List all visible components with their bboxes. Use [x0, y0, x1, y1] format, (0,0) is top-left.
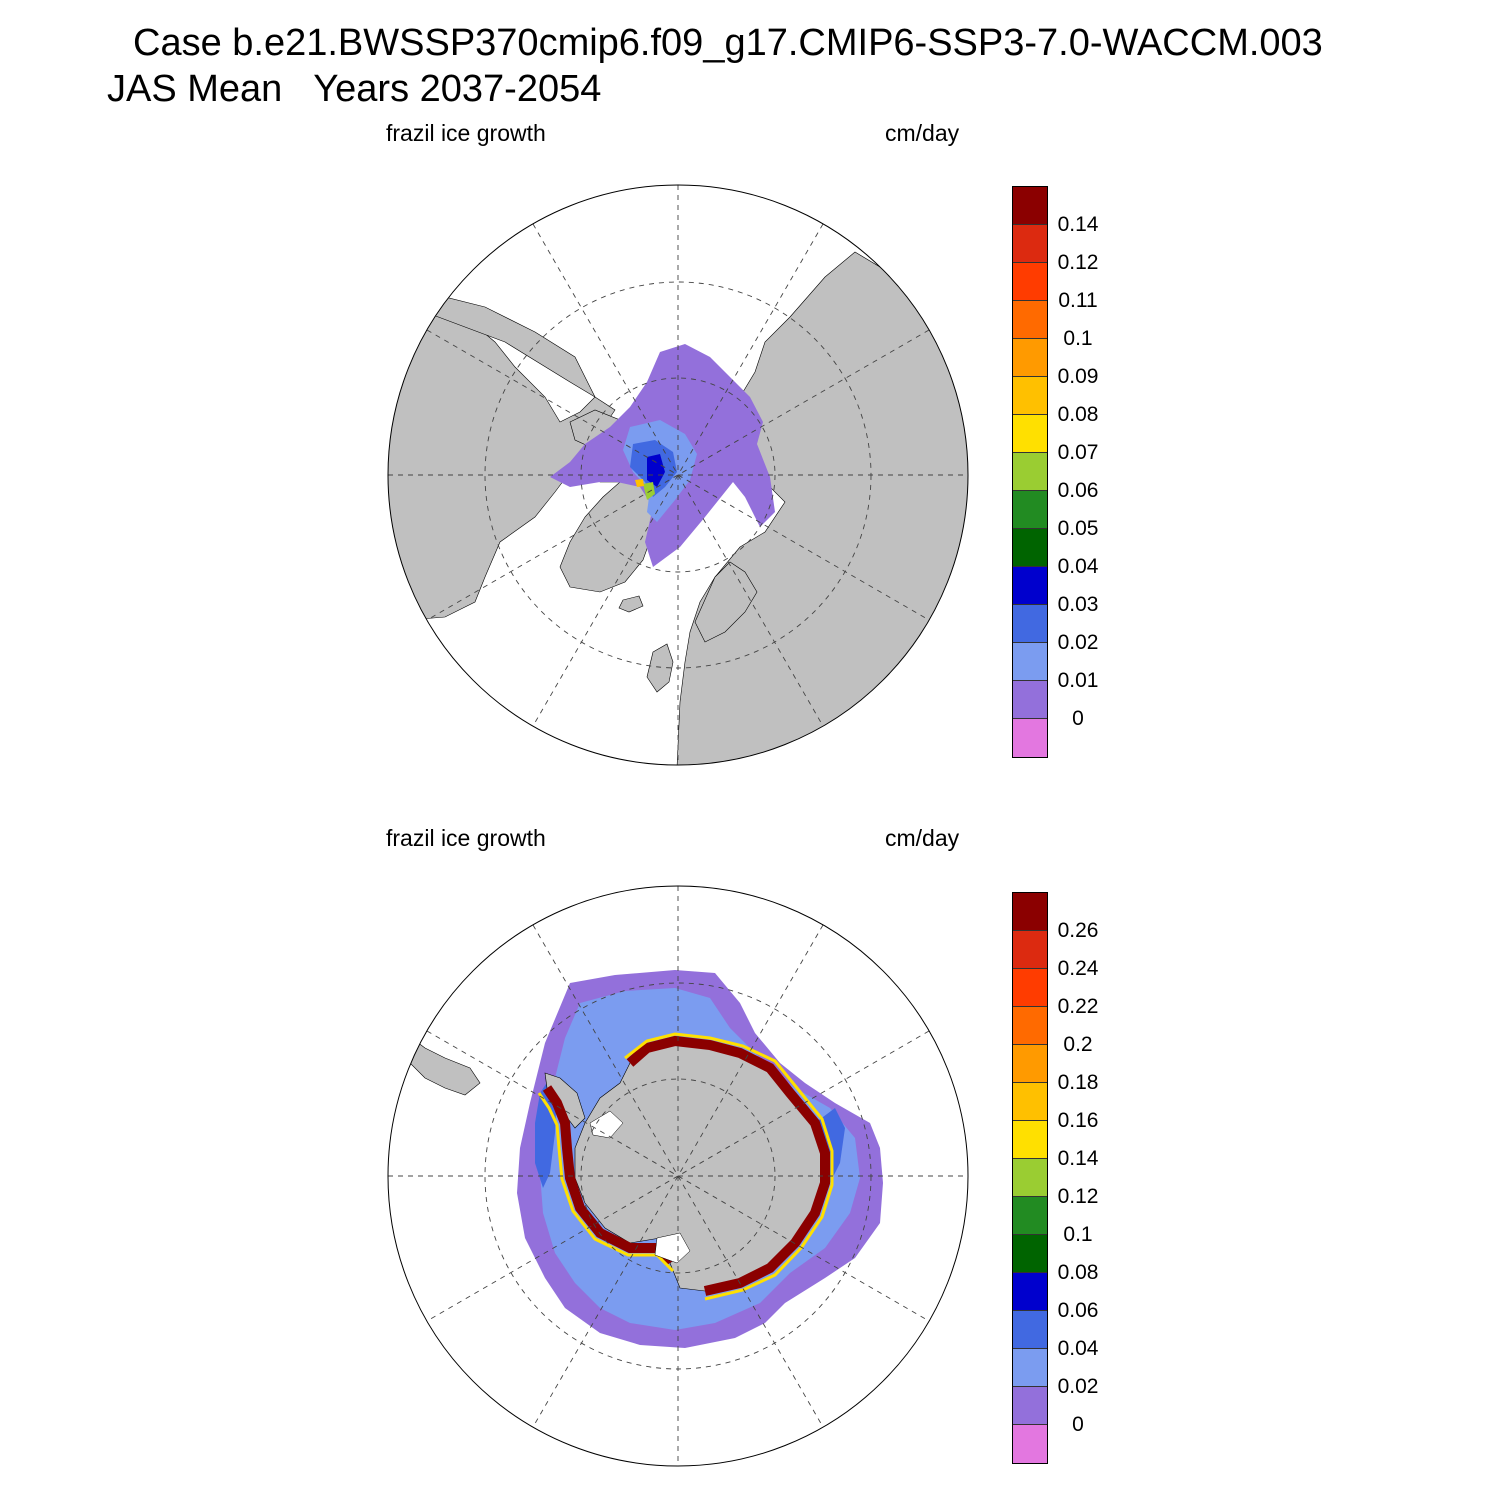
north-colorbar-tick-label: 0.01 [1057, 669, 1099, 692]
south-ice-coastal-ring-yellow-2 [537, 1092, 675, 1273]
south-colorbar-swatch [1013, 1045, 1047, 1083]
south-colorbar-tick-label: 0.08 [1057, 1261, 1099, 1284]
south-colorbar-swatch [1013, 931, 1047, 969]
north-ice-field-0-07 [643, 482, 655, 500]
north-colorbar-swatch [1013, 681, 1047, 719]
south-colorbar-tick-label: 0.1 [1063, 1223, 1093, 1246]
north-land-alaska [424, 296, 596, 398]
south-colorbar-swatch [1013, 1159, 1047, 1197]
north-colorbar-tick-label: 0.04 [1057, 555, 1099, 578]
north-colorbar-swatch [1013, 491, 1047, 529]
north-ice-field-0-09 [635, 479, 644, 487]
south-colorbar-swatch [1013, 1349, 1047, 1387]
south-colorbar-swatch [1013, 1425, 1047, 1463]
south-colorbar-swatch [1013, 1083, 1047, 1121]
north-colorbar-swatch [1013, 301, 1047, 339]
south-ice-coastal-high-2 [542, 1085, 675, 1266]
south-colorbar-tick-label: 0.2 [1063, 1033, 1093, 1056]
south-colorbar-swatch [1013, 1387, 1047, 1425]
north-colorbar-tick-label: 0.07 [1057, 441, 1099, 464]
south-colorbar-tick-label: 0 [1072, 1413, 1084, 1436]
south-colorbar-swatch [1013, 1007, 1047, 1045]
south-land-south-america [404, 1032, 481, 1096]
south-colorbar-swatch [1013, 1273, 1047, 1311]
north-colorbar-swatch [1013, 263, 1047, 301]
south-colorbar-swatch [1013, 893, 1047, 931]
north-land-iceland [618, 595, 644, 613]
north-colorbar-tick-label: 0.09 [1057, 365, 1099, 388]
north-map-border [387, 184, 969, 766]
north-colorbar-tick-label: 0.08 [1057, 403, 1099, 426]
plot-title-period: JAS Mean Years 2037-2054 [107, 68, 602, 110]
panel-north-units-label: cm/day [885, 120, 960, 146]
north-colorbar-tick-label: 0.11 [1058, 289, 1098, 312]
south-colorbar-swatch [1013, 1197, 1047, 1235]
south-colorbar-tick-label: 0.16 [1057, 1109, 1099, 1132]
north-colorbar-tick-label: 0.03 [1057, 593, 1099, 616]
plot-title-case: Case b.e21.BWSSP370cmip6.f09_g17.CMIP6-S… [133, 22, 1323, 64]
south-colorbar-tick-label: 0.22 [1057, 995, 1099, 1018]
north-colorbar-swatch [1013, 719, 1047, 757]
north-colorbar-tick-label: 0.02 [1057, 631, 1099, 654]
north-polar-map [385, 182, 971, 768]
south-colorbar-tick-label: 0.18 [1057, 1071, 1099, 1094]
south-colorbar-swatch [1013, 1235, 1047, 1273]
north-colorbar-swatch [1013, 567, 1047, 605]
south-colorbar-tick-label: 0.06 [1057, 1299, 1099, 1322]
north-colorbar-tick-label: 0.12 [1057, 251, 1099, 274]
south-colorbar-swatch [1013, 1121, 1047, 1159]
south-polar-map [385, 883, 971, 1469]
south-ice-coastal-ring-yellow [624, 1032, 834, 1301]
south-colorbar-swatch [1013, 969, 1047, 1007]
north-colorbar-swatch [1013, 605, 1047, 643]
north-colorbar-tick-label: 0 [1072, 707, 1084, 730]
south-colorbar-tick-label: 0.24 [1057, 957, 1099, 980]
south-map-border [387, 885, 969, 1467]
panel-south-units-label: cm/day [885, 825, 960, 851]
south-colorbar-tick-label: 0.04 [1057, 1337, 1099, 1360]
north-colorbar-tick-label: 0.05 [1057, 517, 1099, 540]
south-ice-coastal-high [626, 1035, 830, 1296]
north-colorbar-tick-label: 0.14 [1057, 213, 1099, 236]
south-ice-shelf-ross [654, 1232, 691, 1264]
north-colorbar-swatch [1013, 187, 1047, 225]
north-colorbar [1012, 186, 1048, 758]
panel-south-variable-label: frazil ice growth [386, 825, 546, 851]
north-colorbar-tick-label: 0.06 [1057, 479, 1099, 502]
south-graticule [388, 886, 968, 1466]
north-colorbar-swatch [1013, 453, 1047, 491]
north-colorbar-swatch [1013, 377, 1047, 415]
south-ice-field-0-04 [535, 1078, 557, 1188]
north-graticule [388, 185, 968, 765]
north-ice-field-0-04 [647, 454, 665, 487]
south-colorbar [1012, 892, 1048, 1464]
north-land-scandinavia [694, 561, 758, 643]
north-land-uk [646, 643, 674, 693]
panel-north-variable-label: frazil ice growth [386, 120, 546, 146]
south-colorbar-swatch [1013, 1311, 1047, 1349]
north-colorbar-swatch [1013, 225, 1047, 263]
north-colorbar-swatch [1013, 339, 1047, 377]
north-colorbar-swatch [1013, 415, 1047, 453]
south-ice-shelf-weddell [589, 1110, 624, 1139]
south-colorbar-tick-label: 0.12 [1057, 1185, 1099, 1208]
north-colorbar-swatch [1013, 643, 1047, 681]
south-colorbar-tick-label: 0.14 [1057, 1147, 1099, 1170]
south-colorbar-tick-label: 0.02 [1057, 1375, 1099, 1398]
south-colorbar-tick-label: 0.26 [1057, 919, 1099, 942]
north-colorbar-swatch [1013, 529, 1047, 567]
north-colorbar-tick-label: 0.1 [1063, 327, 1093, 350]
